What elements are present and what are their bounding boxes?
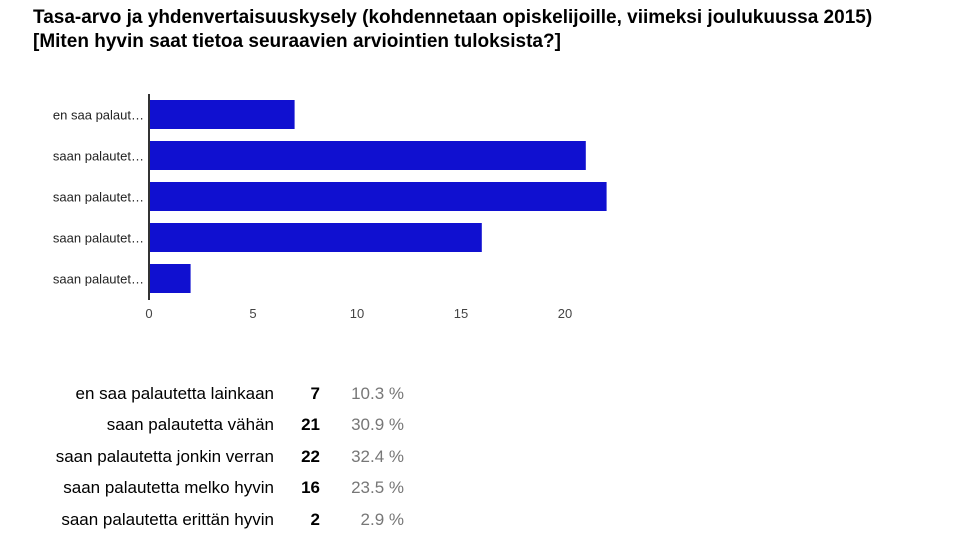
response-summary-rows: en saa palautetta lainkaan 7 10.3 % saan pa…	[0, 378, 404, 536]
table-row: saan palautetta vähän 21 30.9 %	[0, 410, 404, 442]
response-percent: 32.4 %	[351, 446, 404, 466]
response-percent: 30.9 %	[351, 415, 404, 435]
response-count: 16	[301, 478, 320, 498]
category-label-1: saan palautet…	[53, 149, 144, 164]
x-tick-label-1: 5	[249, 306, 256, 321]
x-tick-label-3: 15	[454, 306, 468, 321]
response-count: 2	[310, 509, 320, 529]
bar-chart: en saa palaut… saan palautet… saan palaute…	[53, 94, 607, 321]
response-percent: 2.9 %	[360, 509, 404, 529]
response-label: saan palautetta melko hyvin	[63, 478, 274, 498]
chart-title: Tasa-arvo ja yhdenvertaisuuskysely (kohd…	[33, 7, 873, 52]
x-tick-label-4: 20	[558, 306, 572, 321]
response-count: 7	[310, 383, 320, 403]
table-row: saan palautetta jonkin verran 22 32.4 %	[0, 441, 404, 473]
response-label: saan palautetta jonkin verran	[55, 446, 274, 466]
category-label-3: saan palautet…	[53, 231, 144, 246]
category-label-2: saan palautet…	[53, 190, 144, 205]
response-percent: 23.5 %	[351, 478, 404, 498]
x-tick-label-0: 0	[145, 306, 152, 321]
category-label-0: en saa palaut…	[53, 108, 144, 123]
x-tick-label-2: 10	[350, 306, 364, 321]
response-label: saan palautetta vähän	[106, 415, 274, 435]
response-percent: 10.3 %	[351, 383, 404, 403]
table-row: saan palautetta melko hyvin 16 23.5 %	[0, 473, 404, 505]
response-summary-table: en saa palautetta lainkaan 7 10.3 % saan pa…	[0, 378, 404, 536]
response-count: 22	[301, 446, 320, 466]
response-count: 21	[301, 415, 320, 435]
table-row: en saa palautetta lainkaan 7 10.3 %	[0, 378, 405, 410]
bar-0	[149, 100, 295, 129]
bar-2	[149, 182, 607, 211]
bar-4	[149, 264, 191, 293]
response-label: en saa palautetta lainkaan	[75, 383, 275, 403]
response-label: saan palautetta erittän hyvin	[61, 509, 274, 529]
category-label-4: saan palautet…	[53, 272, 144, 287]
table-row: saan palautetta erittän hyvin 2 2.9 %	[0, 504, 404, 536]
bar-1	[149, 141, 586, 170]
bar-3	[149, 223, 482, 252]
